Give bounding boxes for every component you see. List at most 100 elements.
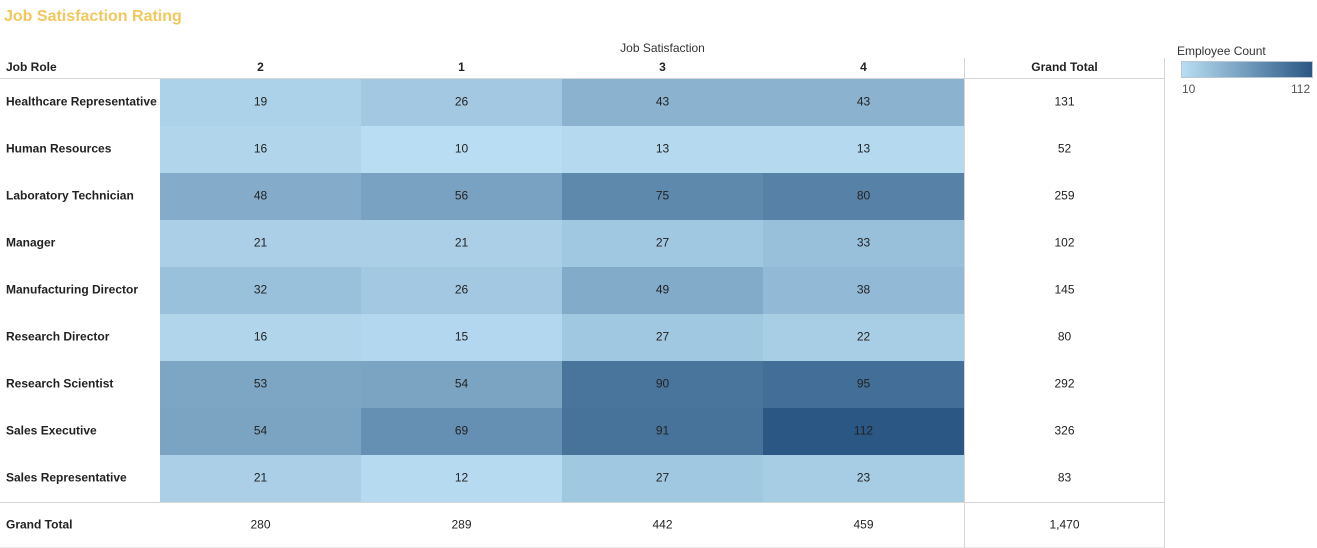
heatmap-cell bbox=[562, 408, 763, 455]
row-label: Research Director bbox=[6, 330, 110, 344]
cell-value-label: 53 bbox=[254, 377, 268, 391]
cell-value-label: 21 bbox=[254, 471, 268, 485]
row-total-value: 326 bbox=[1054, 424, 1074, 438]
heatmap-cell bbox=[763, 126, 964, 173]
cell-value-label: 21 bbox=[254, 236, 268, 250]
column-total-value: 459 bbox=[853, 518, 873, 532]
cell-value-label: 43 bbox=[656, 95, 670, 109]
cell-value-label: 43 bbox=[857, 95, 871, 109]
heatmap-cell bbox=[562, 126, 763, 173]
heatmap-cell bbox=[160, 79, 361, 126]
row-total-value: 52 bbox=[1058, 142, 1072, 156]
chart-title: Job Satisfaction Rating bbox=[4, 8, 182, 25]
cell-value-label: 54 bbox=[455, 377, 469, 391]
cell-value-label: 32 bbox=[254, 283, 268, 297]
heatmap-cell bbox=[763, 220, 964, 267]
heatmap-cell bbox=[361, 79, 562, 126]
heatmap-cell bbox=[160, 361, 361, 408]
legend-title: Employee Count bbox=[1177, 44, 1266, 58]
heatmap-cell bbox=[361, 455, 562, 502]
heatmap-cell bbox=[763, 455, 964, 502]
heatmap-cell bbox=[562, 314, 763, 361]
cell-value-label: 16 bbox=[254, 142, 268, 156]
cell-value-label: 10 bbox=[455, 142, 469, 156]
grand-total-value: 1,470 bbox=[1049, 518, 1079, 532]
cell-value-label: 27 bbox=[656, 471, 670, 485]
cell-value-label: 22 bbox=[857, 330, 871, 344]
cell-value-label: 48 bbox=[254, 189, 268, 203]
heatmap-cell bbox=[361, 220, 562, 267]
cell-value-label: 27 bbox=[656, 236, 670, 250]
row-total-value: 102 bbox=[1054, 236, 1074, 250]
cell-value-label: 38 bbox=[857, 283, 871, 297]
row-label: Laboratory Technician bbox=[6, 189, 134, 203]
heatmap-cell bbox=[763, 173, 964, 220]
cell-value-label: 13 bbox=[656, 142, 670, 156]
heatmap-cell bbox=[361, 126, 562, 173]
column-header-4: 4 bbox=[860, 60, 867, 74]
heatmap-cell bbox=[160, 220, 361, 267]
row-header-label: Job Role bbox=[6, 60, 57, 74]
cell-value-label: 56 bbox=[455, 189, 469, 203]
cell-value-label: 90 bbox=[656, 377, 670, 391]
heatmap-cell bbox=[763, 314, 964, 361]
heatmap-cell bbox=[160, 408, 361, 455]
row-label: Manager bbox=[6, 236, 56, 250]
heatmap-cell bbox=[361, 361, 562, 408]
heatmap-cell bbox=[562, 79, 763, 126]
heatmap-cell bbox=[361, 408, 562, 455]
color-legend: Employee Count 10 112 bbox=[1177, 44, 1317, 96]
legend-gradient-bar bbox=[1181, 61, 1313, 78]
row-total-value: 259 bbox=[1054, 189, 1074, 203]
heatmap-cell bbox=[763, 79, 964, 126]
heatmap-cell bbox=[160, 267, 361, 314]
cell-value-label: 49 bbox=[656, 283, 670, 297]
grand-total-row-label: Grand Total bbox=[6, 518, 72, 532]
column-total-value: 280 bbox=[250, 518, 270, 532]
row-total-value: 145 bbox=[1054, 283, 1074, 297]
row-total-value: 131 bbox=[1054, 95, 1074, 109]
heatmap-cell bbox=[562, 267, 763, 314]
grand-total-column-header: Grand Total bbox=[1031, 60, 1097, 74]
cell-value-label: 33 bbox=[857, 236, 871, 250]
column-header-1: 1 bbox=[458, 60, 465, 74]
cell-value-label: 26 bbox=[455, 95, 469, 109]
heatmap-cell bbox=[763, 408, 964, 455]
cell-value-label: 12 bbox=[455, 471, 469, 485]
heatmap-cell bbox=[763, 361, 964, 408]
cell-value-label: 80 bbox=[857, 189, 871, 203]
cell-value-label: 54 bbox=[254, 424, 268, 438]
column-header-3: 3 bbox=[659, 60, 666, 74]
heatmap-cell bbox=[562, 220, 763, 267]
row-label: Sales Representative bbox=[6, 471, 127, 485]
legend-max-label: 112 bbox=[1291, 82, 1311, 96]
row-label: Healthcare Representative bbox=[6, 95, 157, 109]
row-label: Research Scientist bbox=[6, 377, 113, 391]
cell-value-label: 27 bbox=[656, 330, 670, 344]
cell-value-label: 112 bbox=[854, 424, 873, 438]
heatmap-cell bbox=[361, 267, 562, 314]
cell-value-label: 16 bbox=[254, 330, 268, 344]
heatmap-cell bbox=[562, 361, 763, 408]
row-label: Human Resources bbox=[6, 142, 112, 156]
cell-value-label: 21 bbox=[455, 236, 469, 250]
row-total-value: 80 bbox=[1058, 330, 1072, 344]
legend-min-label: 10 bbox=[1182, 82, 1196, 96]
cell-value-label: 15 bbox=[455, 330, 469, 344]
heatmap-cell bbox=[562, 455, 763, 502]
cell-value-label: 69 bbox=[455, 424, 469, 438]
heatmap-cell bbox=[361, 173, 562, 220]
row-label: Manufacturing Director bbox=[6, 283, 138, 297]
cell-value-label: 13 bbox=[857, 142, 871, 156]
cell-value-label: 23 bbox=[857, 471, 871, 485]
column-total-value: 289 bbox=[451, 518, 471, 532]
cell-value-label: 19 bbox=[254, 95, 268, 109]
cell-value-label: 75 bbox=[656, 189, 670, 203]
heatmap-cell bbox=[160, 173, 361, 220]
heatmap-cell bbox=[763, 267, 964, 314]
heatmap-cell bbox=[562, 173, 763, 220]
column-group-label: Job Satisfaction bbox=[620, 41, 705, 55]
heatmap-cell bbox=[160, 126, 361, 173]
column-header-2: 2 bbox=[257, 60, 264, 74]
